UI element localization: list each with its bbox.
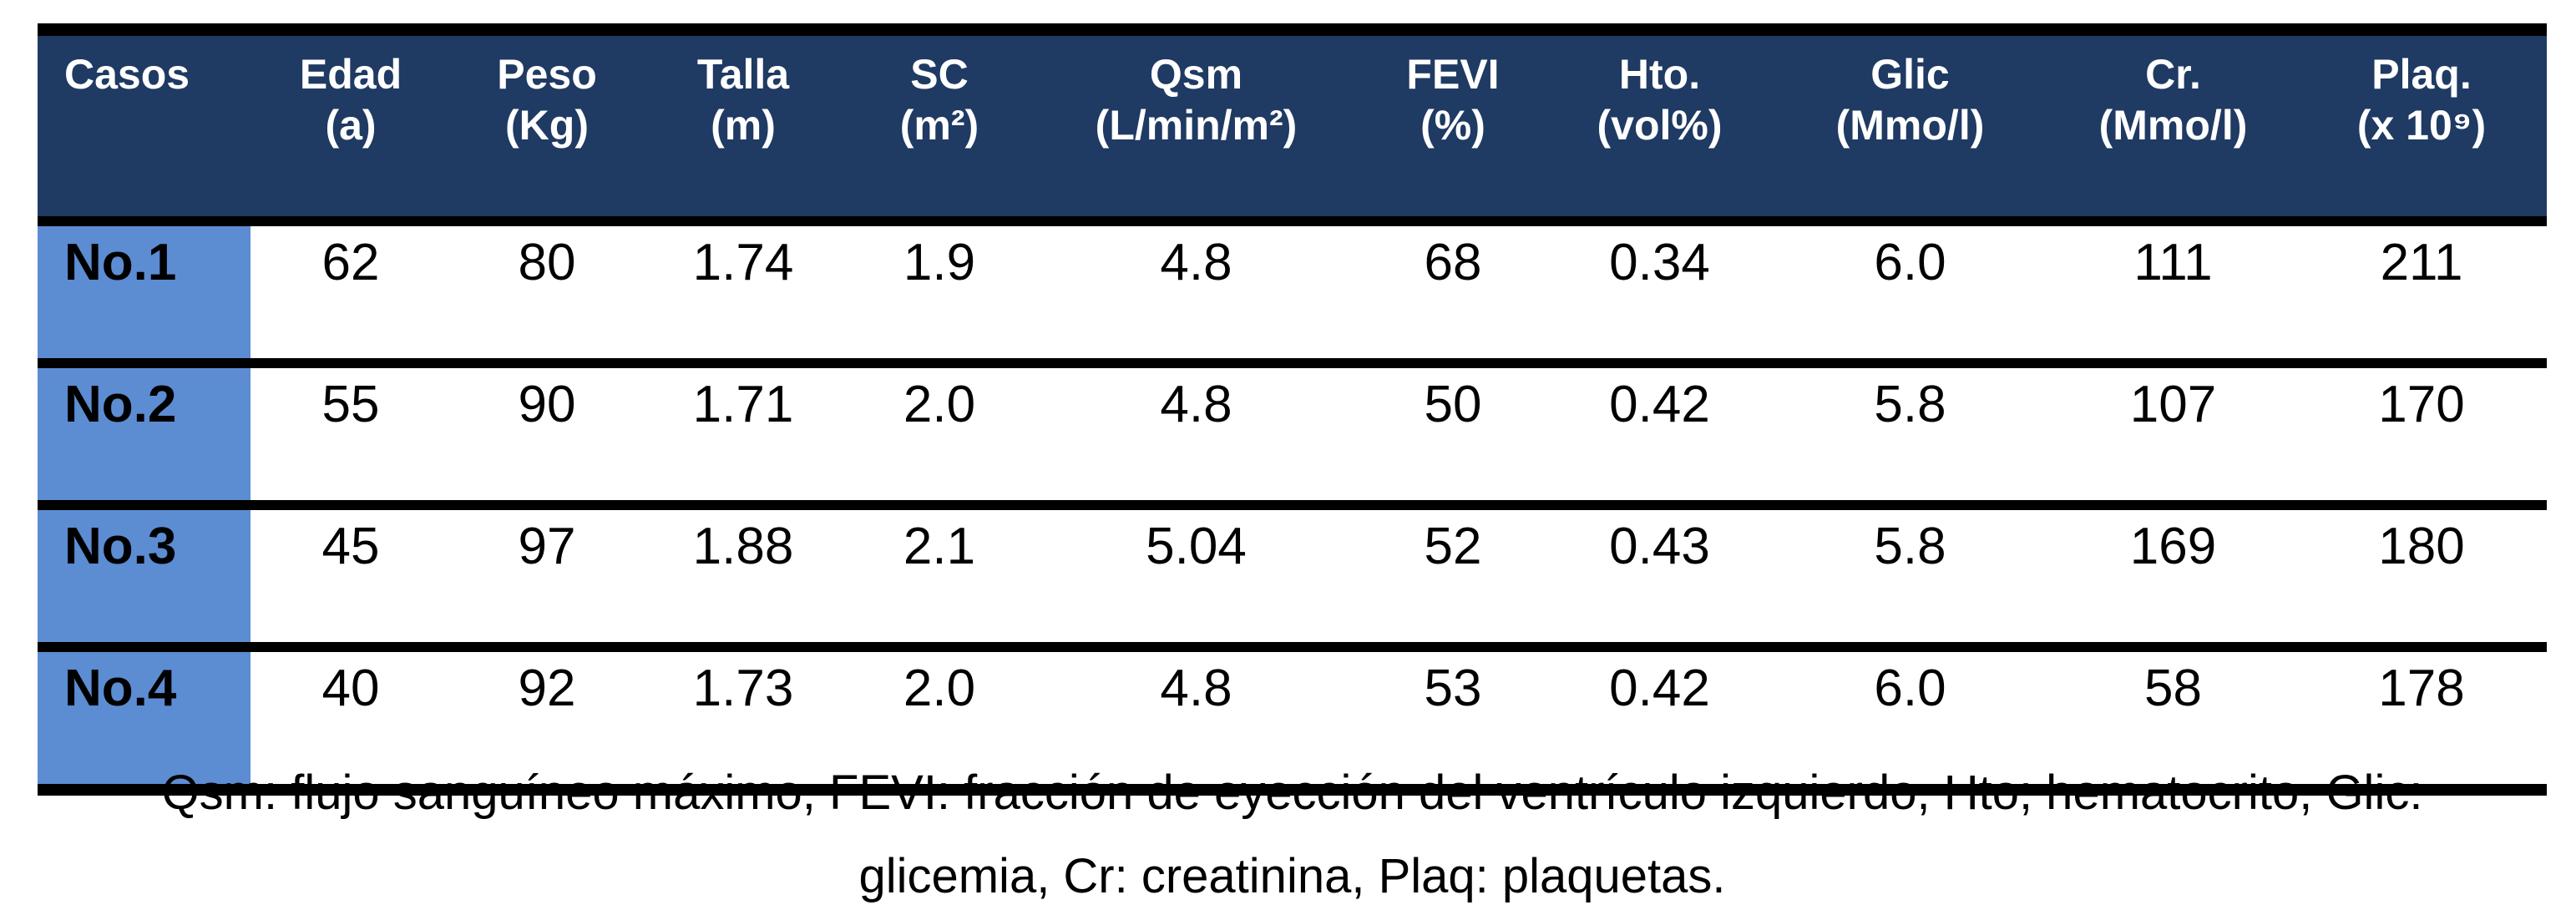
data-cell-hto: 0.42	[1549, 363, 1770, 505]
column-unit: (m²)	[899, 102, 979, 149]
case-label-cell: No.2	[38, 363, 251, 505]
column-unit: (x 10⁹)	[2356, 102, 2487, 149]
data-cell-hto: 0.42	[1549, 647, 1770, 790]
data-cell-edad: 55	[251, 363, 451, 505]
column-unit: (m)	[711, 102, 776, 149]
table-row-case-2: No.2 55 90 1.71 2.0 4.8 50 0.42 5.8 107 …	[38, 363, 2547, 505]
data-cell-plaq: 178	[2296, 647, 2547, 790]
data-cell-talla: 1.71	[643, 363, 843, 505]
table-row-case-1: No.1 62 80 1.74 1.9 4.8 68 0.34 6.0 111 …	[38, 221, 2547, 363]
case-label-cell: No.1	[38, 221, 251, 363]
column-label: SC	[910, 51, 969, 98]
data-cell-plaq: 211	[2296, 221, 2547, 363]
data-cell-fevi: 53	[1357, 647, 1549, 790]
column-header-qsm: Qsm (L/min/m²)	[1035, 30, 1357, 222]
data-cell-glic: 5.8	[1770, 505, 2050, 647]
data-cell-talla: 1.88	[643, 505, 843, 647]
data-cell-fevi: 68	[1357, 221, 1549, 363]
column-header-edad: Edad (a)	[251, 30, 451, 222]
table-row-case-3: No.3 45 97 1.88 2.1 5.04 52 0.43 5.8 169…	[38, 505, 2547, 647]
column-label: Plaq.	[2371, 51, 2472, 98]
data-cell-peso: 92	[451, 647, 643, 790]
table-row-case-4: No.4 40 92 1.73 2.0 4.8 53 0.42 6.0 58 1…	[38, 647, 2547, 790]
data-cell-sc: 2.1	[843, 505, 1035, 647]
data-cell-cr: 107	[2050, 363, 2296, 505]
footnote-line-2: glicemia, Cr: creatinina, Plaq: plaqueta…	[858, 848, 1726, 903]
data-cell-sc: 2.0	[843, 647, 1035, 790]
column-label: FEVI	[1406, 51, 1500, 98]
column-unit: (L/min/m²)	[1095, 102, 1298, 149]
column-unit: (a)	[325, 102, 377, 149]
column-label: Hto.	[1618, 51, 1701, 98]
data-cell-peso: 97	[451, 505, 643, 647]
column-label: Talla	[696, 51, 790, 98]
case-label-cell: No.4	[38, 647, 251, 790]
data-cell-hto: 0.34	[1549, 221, 1770, 363]
column-unit: (vol%)	[1597, 102, 1723, 149]
column-header-fevi: FEVI (%)	[1357, 30, 1549, 222]
column-header-hto: Hto. (vol%)	[1549, 30, 1770, 222]
data-cell-cr: 58	[2050, 647, 2296, 790]
table-footnote: Qsm: flujo sanguíneo máximo, FEVI: fracc…	[38, 751, 2547, 910]
column-header-peso: Peso (Kg)	[451, 30, 643, 222]
column-label: Casos	[64, 51, 190, 98]
data-cell-qsm: 4.8	[1035, 221, 1357, 363]
column-unit: (Mmo/l)	[1835, 102, 1985, 149]
data-cell-plaq: 180	[2296, 505, 2547, 647]
column-header-casos: Casos	[38, 30, 251, 222]
data-cell-glic: 6.0	[1770, 647, 2050, 790]
data-cell-sc: 2.0	[843, 363, 1035, 505]
data-cell-plaq: 170	[2296, 363, 2547, 505]
column-unit: (Mmo/l)	[2098, 102, 2248, 149]
data-cell-edad: 45	[251, 505, 451, 647]
data-cell-qsm: 4.8	[1035, 647, 1357, 790]
case-label-cell: No.3	[38, 505, 251, 647]
data-cell-glic: 6.0	[1770, 221, 2050, 363]
data-cell-peso: 90	[451, 363, 643, 505]
data-cell-cr: 111	[2050, 221, 2296, 363]
data-cell-sc: 1.9	[843, 221, 1035, 363]
data-cell-fevi: 52	[1357, 505, 1549, 647]
column-label: Peso	[497, 51, 597, 98]
data-cell-qsm: 5.04	[1035, 505, 1357, 647]
column-header-talla: Talla (m)	[643, 30, 843, 222]
column-label: Edad	[299, 51, 402, 98]
data-cell-fevi: 50	[1357, 363, 1549, 505]
data-cell-hto: 0.43	[1549, 505, 1770, 647]
data-cell-edad: 62	[251, 221, 451, 363]
data-cell-talla: 1.74	[643, 221, 843, 363]
data-cell-cr: 169	[2050, 505, 2296, 647]
column-header-cr: Cr. (Mmo/l)	[2050, 30, 2296, 222]
patient-cases-table: Casos Edad (a) Peso (Kg) Talla (m) SC (m…	[38, 23, 2547, 796]
column-unit: (%)	[1420, 102, 1485, 149]
column-header-glic: Glic (Mmo/l)	[1770, 30, 2050, 222]
data-cell-qsm: 4.8	[1035, 363, 1357, 505]
footnote-line-1: Qsm: flujo sanguíneo máximo, FEVI: fracc…	[161, 766, 2423, 820]
column-label: Glic	[1870, 51, 1950, 98]
data-cell-peso: 80	[451, 221, 643, 363]
header-row: Casos Edad (a) Peso (Kg) Talla (m) SC (m…	[38, 29, 2547, 222]
data-cell-talla: 1.73	[643, 647, 843, 790]
data-cell-edad: 40	[251, 647, 451, 790]
column-label: Qsm	[1149, 51, 1243, 98]
data-cell-glic: 5.8	[1770, 363, 2050, 505]
column-header-plaq: Plaq. (x 10⁹)	[2296, 30, 2547, 222]
column-header-sc: SC (m²)	[843, 30, 1035, 222]
column-unit: (Kg)	[505, 102, 589, 149]
column-label: Cr.	[2145, 51, 2201, 98]
